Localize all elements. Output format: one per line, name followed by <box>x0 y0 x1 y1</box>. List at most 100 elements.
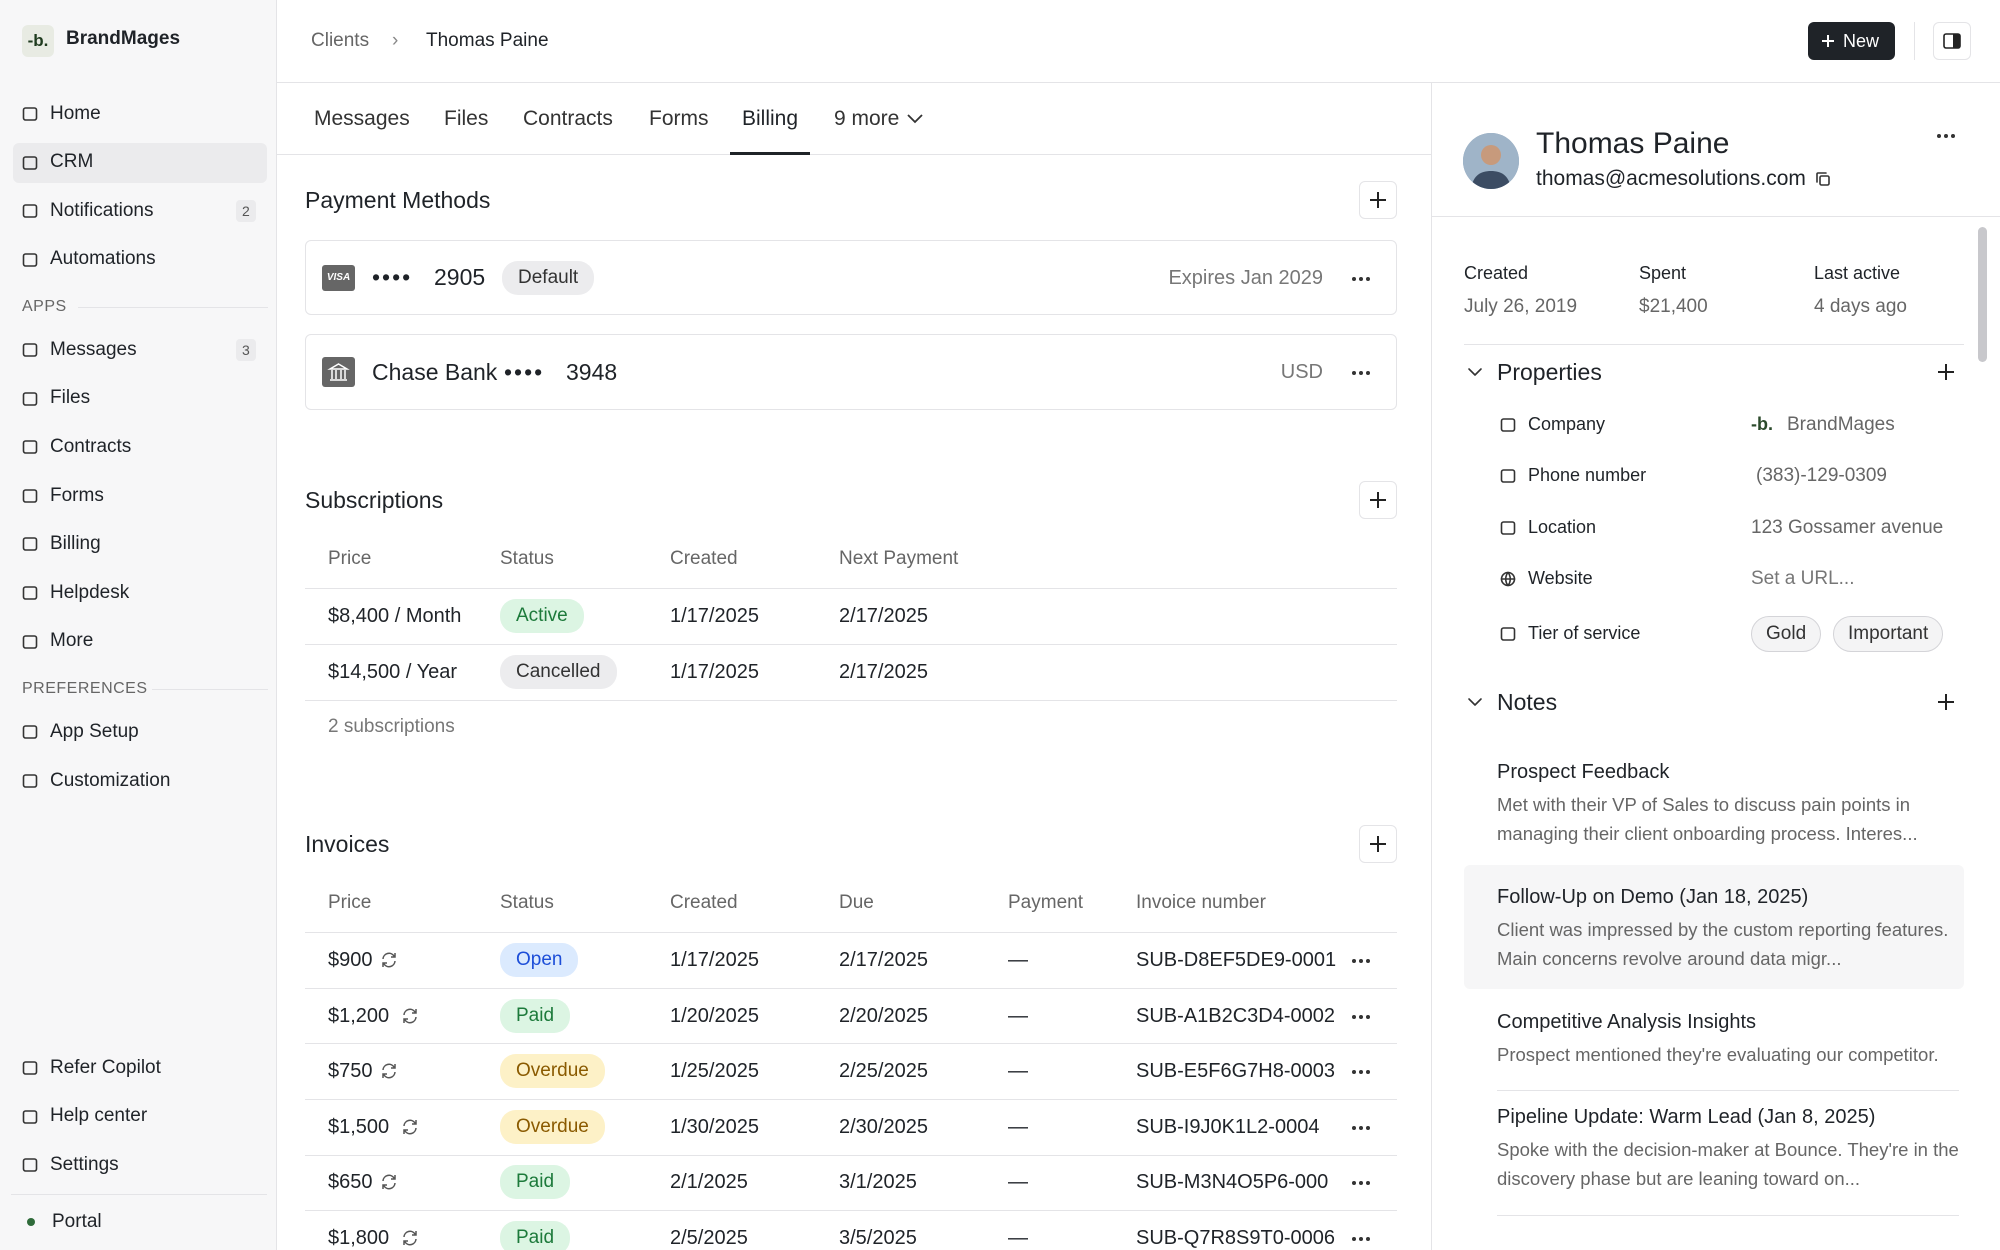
collapse-chevron <box>1466 363 1484 381</box>
tab[interactable]: Forms <box>649 107 709 131</box>
nav-item[interactable]: Messages <box>50 338 137 360</box>
property-icon <box>1499 467 1517 485</box>
property-label: Phone number <box>1528 465 1647 486</box>
header-sep <box>1914 22 1915 60</box>
add-invoices[interactable] <box>1359 825 1397 863</box>
nav-item[interactable]: Helpdesk <box>50 581 130 603</box>
table-footer: 2 subscriptions <box>328 715 455 737</box>
nav-icon <box>21 341 39 359</box>
section-title: Invoices <box>305 830 390 857</box>
note-body: Spoke with the decision-maker at Bounce.… <box>1497 1139 1959 1189</box>
footer-rule <box>11 1194 267 1195</box>
section-title: Properties <box>1497 358 1602 385</box>
scrollbar-thumb <box>1978 227 1987 362</box>
section-heading: PREFERENCES <box>22 679 148 697</box>
card-brand: VISA <box>322 264 355 291</box>
panel-toggle[interactable] <box>1933 22 1971 60</box>
nav-item[interactable]: CRM <box>50 151 94 173</box>
nav-item[interactable]: Files <box>50 387 91 409</box>
nav-item[interactable]: Contracts <box>50 435 132 457</box>
topbar-divider <box>277 82 2000 83</box>
portal-link[interactable]: Portal <box>52 1210 102 1232</box>
row-menu[interactable] <box>1349 1232 1373 1244</box>
payment-card <box>305 334 1397 410</box>
nav-item[interactable]: Home <box>50 102 101 124</box>
row-rule <box>305 1210 1397 1212</box>
stat-label: Spent <box>1639 263 1687 284</box>
row-rule <box>305 700 1397 701</box>
nav-icon <box>21 438 39 456</box>
nav-item[interactable]: Refer Copilot <box>50 1056 161 1078</box>
sidebar <box>0 0 277 1250</box>
property-label: Website <box>1528 568 1593 589</box>
column-header: Next Payment <box>839 547 959 569</box>
nav-item[interactable]: Settings <box>50 1153 119 1175</box>
nav-item[interactable]: App Setup <box>50 720 139 742</box>
card-dots: •••• <box>372 264 413 291</box>
tab[interactable]: Messages <box>314 107 410 131</box>
cell-next: 2/17/2025 <box>839 661 928 683</box>
cell-due: 3/1/2025 <box>839 1171 917 1194</box>
add-property[interactable] <box>1936 362 1956 382</box>
contact-menu[interactable] <box>1934 129 1958 141</box>
nav-item[interactable]: Billing <box>50 533 101 555</box>
add-note[interactable] <box>1936 692 1956 712</box>
cell-due: 3/5/2025 <box>839 1227 917 1249</box>
cell-price: $8,400 / Month <box>328 605 462 627</box>
column-header: Status <box>500 891 554 913</box>
status-badge: Paid <box>500 998 571 1033</box>
nav-item[interactable]: Customization <box>50 769 171 791</box>
cell-price: $650 <box>328 1171 373 1194</box>
note-title[interactable]: Pipeline Update: Warm Lead (Jan 8, 2025) <box>1497 1106 1876 1128</box>
new-button[interactable]: New <box>1808 22 1895 60</box>
property-icon <box>1499 519 1517 537</box>
card-last4: 2905 <box>434 264 486 291</box>
stat-value: $21,400 <box>1639 295 1708 317</box>
property-value: (383)-129-0309 <box>1756 464 1887 486</box>
row-rule <box>305 1043 1397 1045</box>
card-menu[interactable] <box>1349 272 1373 284</box>
breadcrumb[interactable]: Clients <box>311 29 370 51</box>
copy-icon <box>1814 170 1832 188</box>
card-menu[interactable] <box>1349 366 1373 378</box>
row-menu[interactable] <box>1349 1121 1373 1133</box>
property-icon <box>1499 570 1517 588</box>
recurring-icon <box>401 1229 419 1247</box>
tab[interactable]: Contracts <box>523 107 613 131</box>
header-rule <box>305 588 1397 589</box>
column-header: Invoice number <box>1136 891 1266 913</box>
row-rule <box>305 987 1397 989</box>
row-menu[interactable] <box>1349 1065 1373 1077</box>
nav-item[interactable]: More <box>50 630 94 652</box>
property-label: Tier of service <box>1528 623 1641 644</box>
portal-dot <box>27 1218 35 1226</box>
row-menu[interactable] <box>1349 954 1373 966</box>
column-header: Payment <box>1008 891 1083 913</box>
note-title[interactable]: Prospect Feedback <box>1497 761 1670 783</box>
note-title[interactable]: Competitive Analysis Insights <box>1497 1011 1757 1033</box>
note-title[interactable]: Follow-Up on Demo (Jan 18, 2025) <box>1497 886 1809 908</box>
tab[interactable]: Billing <box>742 107 799 131</box>
property-label: Company <box>1528 414 1606 435</box>
nav-item[interactable]: Forms <box>50 484 104 506</box>
nav-icon <box>21 105 39 123</box>
nav-item[interactable]: Help center <box>50 1105 148 1127</box>
nav-badge: 2 <box>236 200 256 222</box>
cell-payment: — <box>1008 1227 1028 1249</box>
tier-tag: Gold <box>1751 616 1822 652</box>
brand-name: BrandMages <box>66 27 181 49</box>
row-menu[interactable] <box>1349 1010 1373 1022</box>
tab-more[interactable]: 9 more <box>834 107 900 131</box>
recurring-icon <box>380 951 398 969</box>
tab[interactable]: Files <box>444 107 489 131</box>
add-subscriptions[interactable] <box>1359 481 1397 519</box>
property-icon <box>1499 625 1517 643</box>
nav-item[interactable]: Notifications <box>50 199 154 221</box>
nav-icon <box>21 1059 39 1077</box>
nav-item[interactable]: Automations <box>50 248 156 270</box>
nav-icon <box>21 1108 39 1126</box>
section-title: Notes <box>1497 688 1558 715</box>
row-menu[interactable] <box>1349 1176 1373 1188</box>
nav-icon <box>21 1156 39 1174</box>
add-payment-method[interactable] <box>1359 181 1397 219</box>
